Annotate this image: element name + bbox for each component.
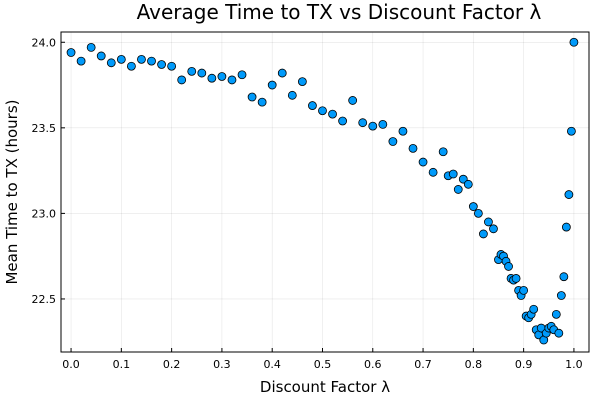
data-point: [348, 96, 358, 105]
data-point: [86, 43, 96, 52]
x-tick-label: 0.3: [213, 358, 231, 371]
data-point: [561, 222, 571, 232]
x-axis-label: Discount Factor λ: [260, 378, 390, 396]
data-point: [358, 118, 368, 128]
grid-lines: [61, 32, 589, 352]
data-point: [217, 72, 227, 81]
x-tick-label: 0.7: [414, 358, 432, 371]
data-point: [297, 77, 307, 87]
data-point: [257, 97, 267, 107]
data-point: [157, 60, 166, 69]
data-point: [277, 68, 287, 78]
data-point: [473, 208, 483, 218]
data-point: [556, 291, 566, 300]
data-point: [328, 109, 337, 119]
data-point: [137, 54, 146, 64]
x-tick-label: 0.0: [62, 358, 80, 371]
data-point: [559, 272, 569, 282]
data-point: [529, 304, 539, 314]
data-point: [66, 48, 76, 57]
data-point: [484, 217, 493, 227]
x-tick-label: 0.8: [465, 358, 483, 371]
y-tick-label: 24.0: [32, 36, 57, 49]
data-point: [398, 126, 408, 136]
data-point: [551, 309, 561, 319]
data-point: [177, 75, 187, 85]
data-point: [308, 101, 317, 110]
data-point: [567, 126, 576, 136]
data-point: [519, 285, 529, 295]
data-point: [418, 157, 428, 167]
data-point: [187, 66, 197, 76]
data-point: [126, 61, 136, 71]
y-axis-label: Mean Time to TX (hours): [3, 99, 21, 284]
data-point: [448, 169, 458, 179]
y-tick-label: 23.5: [32, 122, 57, 135]
data-point: [116, 54, 126, 64]
data-point: [227, 75, 237, 85]
data-point: [478, 229, 488, 239]
data-point: [569, 37, 579, 47]
data-point: [267, 80, 277, 90]
chart-title: Average Time to TX vs Discount Factor λ: [137, 0, 542, 24]
x-tick-label: 0.2: [163, 358, 181, 371]
data-point: [338, 116, 348, 126]
data-point: [463, 179, 473, 189]
data-points: [66, 37, 579, 345]
data-point: [428, 167, 438, 177]
x-tick-label: 0.9: [515, 358, 533, 371]
data-point: [167, 61, 177, 71]
y-tick-label: 23.0: [32, 207, 57, 220]
x-tick-label: 0.4: [263, 358, 281, 371]
data-point: [468, 202, 478, 211]
data-point: [554, 328, 564, 338]
data-point: [106, 58, 116, 68]
data-point: [504, 262, 513, 271]
data-point: [318, 106, 327, 116]
data-point: [368, 121, 378, 131]
data-point: [197, 68, 207, 78]
axis-ticks: 0.0 0.1 0.2 0.3 0.4 0.5 0.6 0.7 0.8 0.9 1.0 22.5 23.…: [32, 36, 583, 371]
data-point: [378, 120, 388, 129]
y-tick-label: 22.5: [32, 293, 57, 306]
x-tick-label: 0.6: [364, 358, 382, 371]
x-tick-label: 0.5: [314, 358, 332, 371]
data-point: [453, 185, 463, 194]
data-point: [237, 70, 247, 80]
data-point: [96, 51, 106, 61]
x-tick-label: 0.1: [113, 358, 131, 371]
plot-frame: [60, 31, 590, 353]
data-point: [511, 274, 521, 283]
data-point: [408, 143, 418, 153]
data-point: [287, 90, 297, 100]
data-point: [438, 147, 448, 157]
data-point: [388, 137, 398, 146]
data-point: [489, 224, 498, 234]
data-point: [207, 73, 217, 83]
data-point: [564, 190, 574, 199]
data-point: [247, 92, 257, 102]
x-tick-label: 1.0: [565, 358, 583, 371]
data-point: [76, 56, 86, 66]
data-point: [147, 56, 156, 66]
